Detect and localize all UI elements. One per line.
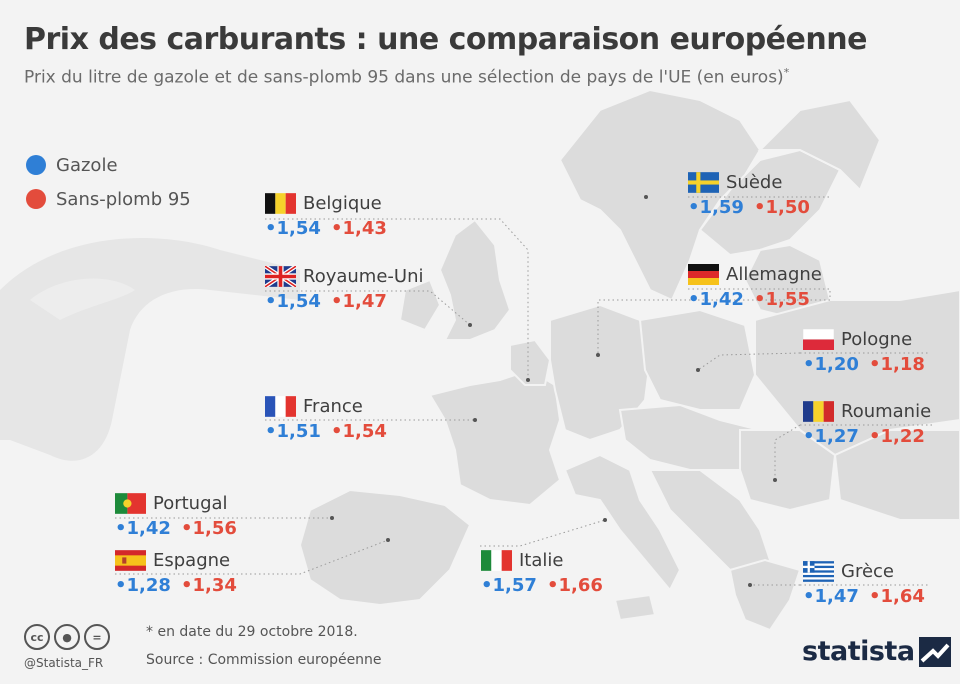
- country-name: Roumanie: [841, 400, 932, 422]
- country-name: Royaume-Uni: [303, 265, 424, 287]
- country-name: Allemagne: [726, 263, 822, 285]
- uk-flag-icon: [265, 265, 296, 287]
- gazole-dot-icon: [26, 155, 46, 175]
- brand-text: statista: [802, 636, 915, 667]
- country-suede: Suède •1,59 •1,50: [688, 169, 810, 221]
- poland-flag-icon: [803, 328, 834, 350]
- statista-logo[interactable]: statista: [802, 636, 951, 667]
- diesel-price: •1,27: [803, 426, 859, 447]
- petrol-price: •1,64: [869, 586, 925, 607]
- cc-icon[interactable]: cc: [24, 624, 50, 650]
- subtitle-text: Prix du litre de gazole et de sans-plomb…: [24, 67, 784, 88]
- legend: Gazole Sans-plomb 95: [26, 148, 191, 216]
- sweden-flag-icon: [688, 171, 719, 193]
- petrol-price: •1,50: [754, 197, 810, 218]
- country-pologne: Pologne •1,20 •1,18: [803, 326, 925, 378]
- legend-label: Sans-plomb 95: [56, 188, 191, 210]
- diesel-price: •1,28: [115, 575, 171, 596]
- country-grece: Grèce •1,47 •1,64: [803, 558, 925, 610]
- romania-flag-icon: [803, 400, 834, 422]
- portugal-flag-icon: [115, 492, 146, 514]
- statista-mark-icon: [918, 636, 951, 667]
- country-name: Portugal: [153, 492, 228, 514]
- diesel-price: •1,54: [265, 218, 321, 239]
- petrol-price: •1,43: [331, 218, 387, 239]
- twitter-handle[interactable]: @Statista_FR: [24, 656, 104, 670]
- legend-item-gazole: Gazole: [26, 148, 191, 182]
- petrol-price: •1,56: [181, 518, 237, 539]
- page-title: Prix des carburants : une comparaison eu…: [24, 22, 867, 57]
- fuel-nozzle-icon: [0, 238, 300, 461]
- diesel-price: •1,47: [803, 586, 859, 607]
- france-flag-icon: [265, 395, 296, 417]
- petrol-price: •1,66: [547, 575, 603, 596]
- diesel-price: •1,51: [265, 421, 321, 442]
- by-icon[interactable]: ●: [54, 624, 80, 650]
- country-name: Italie: [519, 549, 564, 571]
- country-royaume-uni: Royaume-Uni •1,54 •1,47: [265, 263, 424, 315]
- petrol-price: •1,34: [181, 575, 237, 596]
- leader-lines: [115, 196, 935, 586]
- diesel-price: •1,42: [688, 289, 744, 310]
- country-name: Espagne: [153, 549, 231, 571]
- petrol-price: •1,22: [869, 426, 925, 447]
- country-name: Belgique: [303, 192, 382, 214]
- petrol-price: •1,47: [331, 291, 387, 312]
- country-belgique: Belgique •1,54 •1,43: [265, 190, 387, 242]
- diesel-price: •1,20: [803, 354, 859, 375]
- country-name: Suède: [726, 171, 783, 193]
- petrol-price: •1,55: [754, 289, 810, 310]
- legend-label: Gazole: [56, 154, 118, 176]
- subtitle-footnote-mark: *: [783, 66, 790, 79]
- map-markers: [330, 195, 777, 587]
- germany-flag-icon: [688, 263, 719, 285]
- country-roumanie: Roumanie •1,27 •1,22: [803, 398, 931, 450]
- diesel-price: •1,57: [481, 575, 537, 596]
- spain-flag-icon: [115, 549, 146, 571]
- license-icons: cc ● =: [24, 624, 110, 650]
- country-name: France: [303, 395, 363, 417]
- legend-item-sans-plomb: Sans-plomb 95: [26, 182, 191, 216]
- country-name: Grèce: [841, 560, 894, 582]
- sans-plomb-dot-icon: [26, 189, 46, 209]
- petrol-price: •1,54: [331, 421, 387, 442]
- country-italie: Italie •1,57 •1,66: [481, 547, 603, 599]
- nd-icon[interactable]: =: [84, 624, 110, 650]
- country-portugal: Portugal •1,42 •1,56: [115, 490, 237, 542]
- diesel-price: •1,59: [688, 197, 744, 218]
- diesel-price: •1,54: [265, 291, 321, 312]
- footnote: * en date du 29 octobre 2018.: [146, 624, 358, 640]
- source-text: Source : Commission européenne: [146, 652, 382, 668]
- greece-flag-icon: [803, 560, 834, 582]
- page-subtitle: Prix du litre de gazole et de sans-plomb…: [24, 66, 789, 88]
- diesel-price: •1,42: [115, 518, 171, 539]
- country-france: France •1,51 •1,54: [265, 393, 387, 445]
- country-name: Pologne: [841, 328, 913, 350]
- belgium-flag-icon: [265, 192, 296, 214]
- italy-flag-icon: [481, 549, 512, 571]
- country-espagne: Espagne •1,28 •1,34: [115, 547, 237, 599]
- country-allemagne: Allemagne •1,42 •1,55: [688, 261, 822, 313]
- petrol-price: •1,18: [869, 354, 925, 375]
